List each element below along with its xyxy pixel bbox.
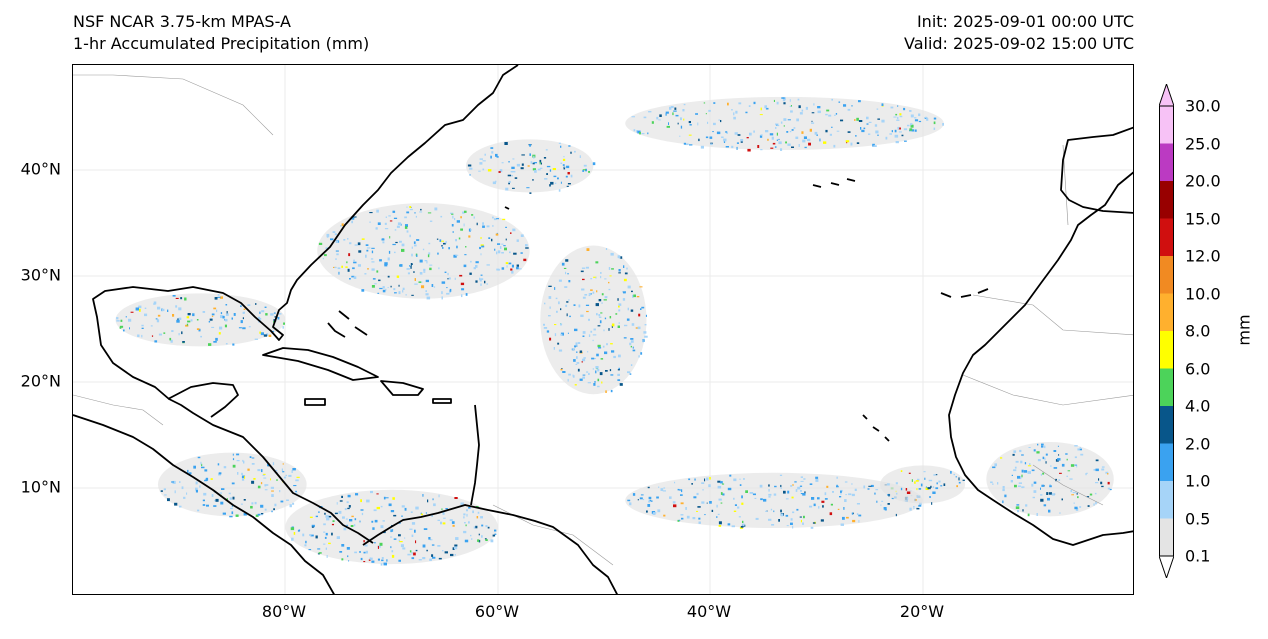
colorbar-tick-label: 0.1 — [1185, 546, 1211, 566]
mauritania-mali-border — [962, 374, 1133, 406]
lesser-antilles — [470, 404, 480, 506]
colorbar-tick-label: 30.0 — [1185, 96, 1221, 116]
iberia-coast — [1060, 126, 1133, 214]
colorbar-segment — [1159, 143, 1174, 181]
colorbar-units: mm — [1234, 314, 1254, 346]
north-america-east-coast — [92, 65, 519, 544]
colorbar-segment — [1159, 518, 1174, 556]
bermuda — [504, 206, 510, 210]
colorbar-frame — [1159, 105, 1174, 557]
colorbar-segment — [1159, 218, 1174, 256]
west-africa-borders — [1032, 464, 1104, 506]
colorbar-tick-label: 15.0 — [1185, 209, 1221, 228]
africa-west-coast — [948, 171, 1133, 546]
precip-region-itcz-east — [880, 465, 966, 505]
precip-region-central-america — [157, 452, 307, 518]
lon-label-80w: 80°W — [261, 602, 307, 621]
colorbar-tick-label: 4.0 — [1185, 396, 1211, 416]
yucatan-coast — [167, 382, 239, 418]
model-title: NSF NCAR 3.75-km MPAS-A — [73, 12, 291, 31]
morocco-algeria-border — [972, 294, 1133, 336]
colorbar-segment — [1159, 331, 1174, 369]
azores — [812, 178, 856, 188]
colorbar-tick-label: 0.5 — [1185, 509, 1211, 528]
colorbar-segment — [1159, 443, 1174, 481]
map-title: NSF NCAR 3.75-km MPAS-A 1-hr Accumulated… — [73, 11, 369, 55]
precip-region-north-atlantic-band — [625, 96, 944, 152]
colorbar-segment — [1159, 293, 1174, 331]
bahamas — [327, 310, 368, 338]
us-mexico-border — [73, 394, 164, 426]
mexico-pacific-coast — [73, 414, 335, 594]
colorbar-tick-label: 2.0 — [1185, 434, 1211, 453]
colorbar-tick-label: 12.0 — [1185, 246, 1221, 266]
precip-region-northeast-us-offshore — [465, 139, 596, 194]
map-canvas — [73, 65, 1133, 594]
colorbar-tick-label: 25.0 — [1185, 134, 1221, 153]
colorbar-extend-min — [1159, 555, 1174, 578]
precip-region-south-america-north — [285, 489, 498, 566]
precip-region-central-atlantic — [540, 245, 648, 395]
precipitation-map — [72, 64, 1134, 595]
valid-time: Valid: 2025-09-02 15:00 UTC — [903, 34, 1134, 53]
cuba — [262, 347, 379, 381]
lon-label-60w: 60°W — [474, 602, 520, 621]
jamaica — [304, 398, 326, 406]
colorbar-segment — [1159, 368, 1174, 406]
canary-islands — [940, 288, 989, 298]
lon-label-40w: 40°W — [686, 602, 732, 621]
colorbar-tick-label: 1.0 — [1185, 471, 1211, 491]
valid-time-block: Init: 2025-09-01 00:00 UTC Valid: 2025-0… — [904, 11, 1134, 55]
field-title: 1-hr Accumulated Precipitation (mm) — [73, 34, 370, 53]
cape-verde — [862, 414, 890, 442]
precipitation-field — [115, 96, 1114, 566]
lat-label-10n: 10°N — [20, 477, 61, 497]
us-canada-border — [73, 74, 274, 136]
colorbar-segment — [1159, 256, 1174, 294]
south-america-north-coast — [362, 504, 618, 594]
hispaniola — [380, 380, 424, 396]
precip-region-itcz-atlantic — [625, 472, 923, 529]
colorbar-tick-label: 8.0 — [1185, 321, 1211, 341]
colorbar-tick-label: 6.0 — [1185, 359, 1211, 378]
colorbar-segment — [1159, 481, 1174, 519]
lat-label-40n: 40°N — [20, 159, 61, 179]
lon-label-20w: 20°W — [899, 602, 945, 621]
precip-colorbar — [1159, 84, 1174, 578]
colorbar-tick-label: 20.0 — [1185, 171, 1221, 191]
colorbar-tick-label: 10.0 — [1185, 284, 1221, 303]
precip-region-gulf-of-mexico — [115, 293, 286, 347]
colorbar-segment — [1159, 106, 1174, 144]
puerto-rico — [432, 398, 452, 404]
lat-label-30n: 30°N — [20, 265, 61, 285]
colorbar-extend-max — [1159, 84, 1174, 107]
precip-region-west-africa — [986, 442, 1114, 517]
init-time: Init: 2025-09-01 00:00 UTC — [916, 12, 1134, 31]
lat-label-20n: 20°N — [20, 371, 61, 391]
precip-region-western-atlantic — [317, 203, 530, 300]
coastlines — [73, 65, 1133, 594]
colorbar-segment — [1159, 181, 1174, 219]
colorbar-segment — [1159, 406, 1174, 444]
